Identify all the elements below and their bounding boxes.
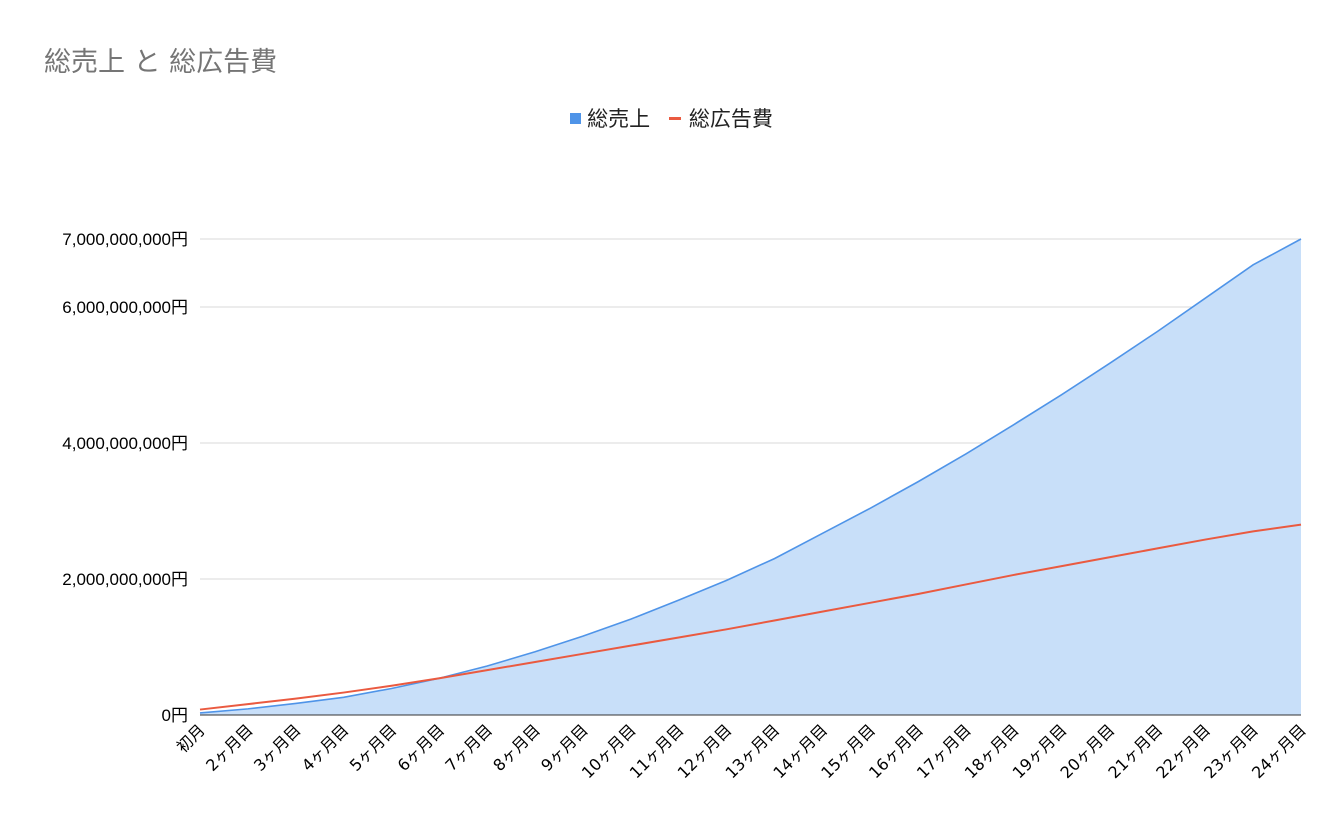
y-tick-label: 6,000,000,000円 (62, 298, 188, 317)
x-tick-label: 2ヶ月目 (202, 720, 257, 775)
legend-label-sales: 総売上 (587, 107, 651, 131)
legend-swatch-ad-cost (668, 116, 681, 120)
x-tick-label: 7ヶ月目 (441, 720, 496, 775)
x-tick-label: 5ヶ月目 (346, 720, 401, 775)
chart-title: 総売上 と 総広告費 (44, 47, 278, 78)
legend-item-sales[interactable]: 総売上 (570, 103, 650, 133)
legend-item-ad-cost[interactable]: 総広告費 (668, 103, 773, 133)
ad-cost-line (199, 523, 1302, 711)
x-tick-label: 3ヶ月目 (250, 720, 305, 775)
x-tick-label: 6ヶ月目 (394, 720, 449, 775)
y-tick-label: 7,000,000,000円 (62, 230, 188, 249)
x-tick-label: 8ヶ月目 (489, 720, 544, 775)
sales-line (199, 238, 1302, 714)
x-tick-label: 初月 (173, 720, 209, 756)
y-tick-label: 4,000,000,000円 (62, 434, 188, 453)
sales-area-fill (200, 239, 1301, 715)
legend: 総売上 総広告費 (0, 103, 1343, 133)
y-tick-label: 0円 (162, 706, 188, 725)
legend-swatch-sales (570, 112, 582, 124)
y-tick-label: 2,000,000,000円 (62, 570, 188, 589)
x-tick-label: 4ヶ月目 (298, 720, 353, 775)
legend-label-ad-cost: 総広告費 (688, 107, 773, 131)
